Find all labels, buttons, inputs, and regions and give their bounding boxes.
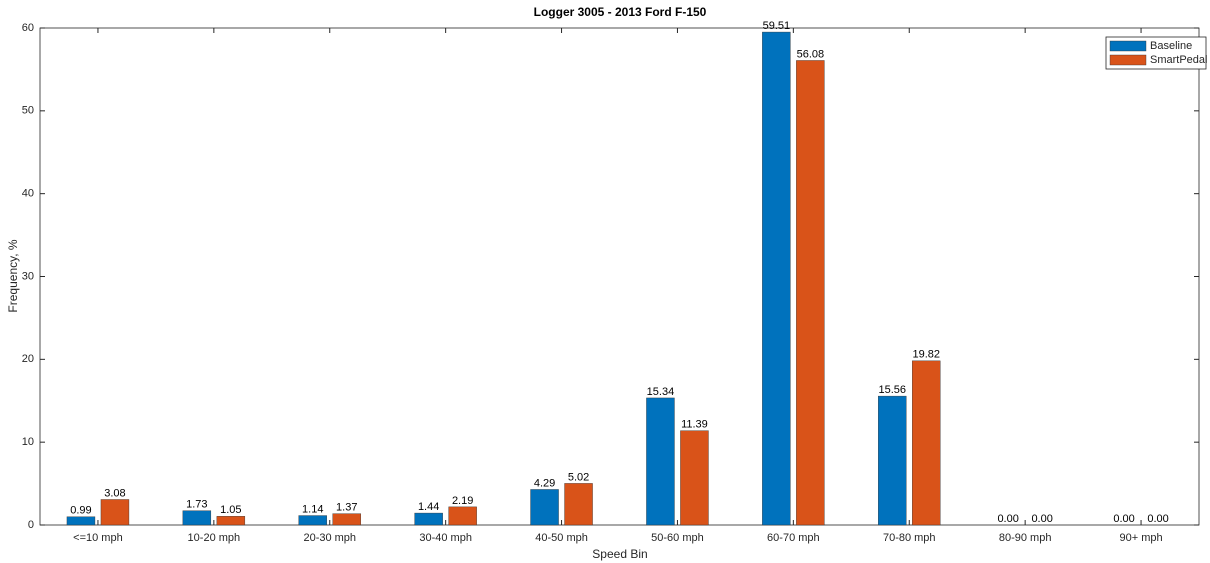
y-tick-label: 30	[22, 270, 34, 282]
value-label: 1.37	[336, 502, 357, 514]
x-axis-title: Speed Bin	[592, 547, 647, 561]
legend-swatch	[1109, 54, 1147, 66]
value-label: 1.44	[418, 501, 439, 513]
x-tick-label: 40-50 mph	[535, 532, 588, 544]
y-tick-label: 10	[22, 436, 34, 448]
value-label: 0.00	[1113, 513, 1134, 525]
value-label: 1.73	[186, 499, 207, 511]
x-tick-label: <=10 mph	[73, 532, 123, 544]
value-label: 4.29	[534, 477, 555, 489]
bar	[298, 515, 327, 526]
bar	[912, 360, 941, 526]
bar	[216, 516, 246, 526]
bar	[796, 60, 825, 526]
value-label: 56.08	[797, 48, 825, 60]
bar	[646, 397, 675, 526]
bar	[564, 483, 593, 526]
x-tick-label: 70-80 mph	[883, 532, 936, 544]
chart-title: Logger 3005 - 2013 Ford F-150	[534, 5, 707, 19]
value-label: 0.00	[997, 513, 1018, 525]
x-tick-label: 90+ mph	[1119, 532, 1162, 544]
bar	[100, 499, 130, 526]
value-label: 5.02	[568, 471, 589, 483]
value-label: 11.39	[681, 419, 708, 431]
x-tick-label: 20-30 mph	[303, 532, 356, 544]
y-tick-label: 60	[22, 22, 34, 34]
value-label: 0.00	[1147, 513, 1168, 525]
y-tick-label: 0	[28, 519, 34, 531]
bar	[680, 430, 709, 526]
bar	[448, 506, 477, 526]
value-label: 0.00	[1031, 513, 1052, 525]
legend-swatch	[1109, 40, 1147, 52]
x-tick-label: 80-90 mph	[999, 532, 1052, 544]
bar	[332, 513, 361, 526]
value-label: 3.08	[104, 487, 125, 499]
bar	[182, 510, 212, 526]
plot-box	[39, 27, 1200, 526]
value-label: 59.51	[763, 20, 791, 32]
bar	[878, 395, 907, 526]
value-label: 15.34	[647, 386, 675, 398]
bar	[762, 31, 791, 526]
value-label: 1.05	[220, 504, 241, 516]
x-tick-label: 50-60 mph	[651, 532, 704, 544]
bar	[414, 512, 443, 526]
legend-label: SmartPedal	[1150, 54, 1207, 66]
value-label: 15.56	[878, 384, 906, 396]
bar	[66, 516, 96, 526]
y-axis-title: Frequency, %	[6, 239, 20, 312]
value-label: 2.19	[452, 495, 473, 507]
value-label: 19.82	[912, 349, 940, 361]
y-tick-label: 40	[22, 188, 34, 200]
legend-label: Baseline	[1150, 40, 1192, 52]
x-tick-label: 60-70 mph	[767, 532, 820, 544]
bar	[530, 489, 559, 526]
y-tick-label: 50	[22, 105, 34, 117]
x-tick-label: 10-20 mph	[188, 532, 241, 544]
x-tick-label: 30-40 mph	[419, 532, 472, 544]
value-label: 1.14	[302, 503, 323, 515]
y-tick-label: 20	[22, 353, 34, 365]
value-label: 0.99	[70, 505, 91, 517]
